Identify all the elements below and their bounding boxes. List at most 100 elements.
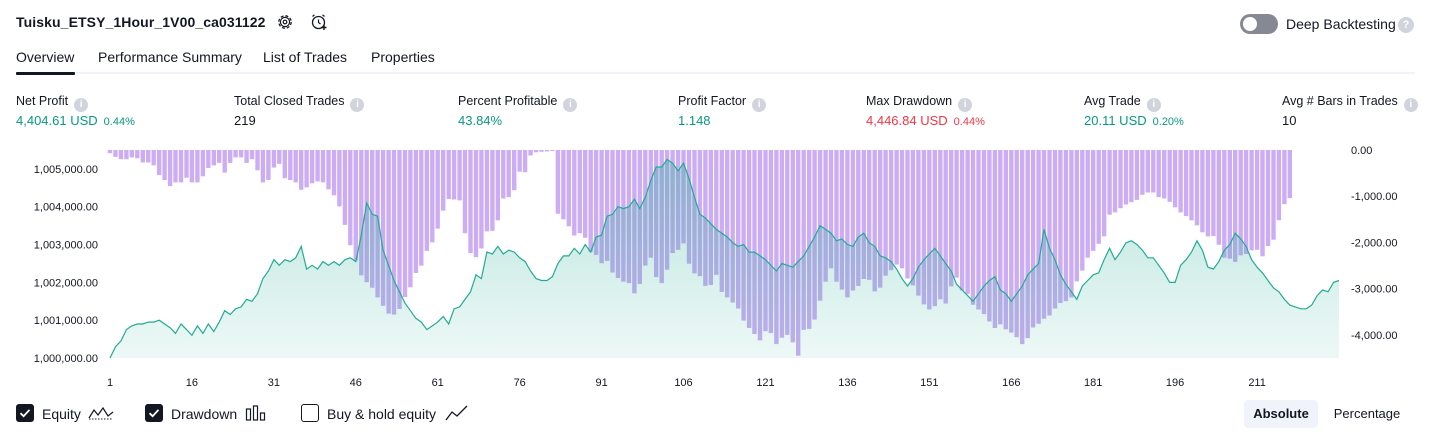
drawdown-bar xyxy=(752,150,757,334)
drawdown-bar xyxy=(1009,150,1014,333)
drawdown-bar xyxy=(211,150,216,166)
drawdown-bar xyxy=(151,150,156,166)
tab-properties[interactable]: Properties xyxy=(371,49,435,65)
drawdown-bar xyxy=(1227,150,1232,259)
drawdown-bar xyxy=(228,150,233,163)
drawdown-bar xyxy=(878,150,883,288)
drawdown-bar xyxy=(894,150,899,265)
buy-hold-checkbox[interactable] xyxy=(301,404,319,422)
metric-value-total-closed-trades: 219 xyxy=(234,113,256,128)
drawdown-bar xyxy=(572,150,577,236)
info-icon[interactable]: i xyxy=(958,98,973,112)
tab-list-of-trades[interactable]: List of Trades xyxy=(263,49,348,65)
x-axis-tick: 211 xyxy=(1248,377,1266,389)
drawdown-bar xyxy=(1145,150,1150,193)
drawdown-bar xyxy=(1260,150,1265,257)
info-icon[interactable]: i xyxy=(1403,98,1418,112)
drawdown-bar xyxy=(506,150,511,198)
drawdown-bars-icon xyxy=(245,404,267,427)
drawdown-bar xyxy=(446,150,451,199)
tab-performance-summary[interactable]: Performance Summary xyxy=(98,49,242,65)
drawdown-bar xyxy=(386,150,391,314)
info-icon[interactable]: i xyxy=(563,98,578,112)
drawdown-bar xyxy=(1003,150,1008,330)
tab-overview[interactable]: Overview xyxy=(16,49,75,65)
metric-percent: 0.44% xyxy=(953,116,985,128)
left-axis-tick: 1,004,000.00 xyxy=(34,202,98,214)
drawdown-bar xyxy=(167,150,173,187)
drawdown-bar xyxy=(118,150,124,160)
drawdown-bar xyxy=(233,150,238,158)
drawdown-bar xyxy=(954,150,959,278)
gear-icon-glyph xyxy=(278,15,292,29)
gear-icon[interactable] xyxy=(276,13,294,31)
drawdown-bar xyxy=(1074,150,1079,282)
help-icon[interactable]: ? xyxy=(1398,17,1414,33)
percentage-button[interactable]: Percentage xyxy=(1333,406,1401,421)
drawdown-bar xyxy=(998,150,1003,325)
drawdown-bar xyxy=(812,150,817,320)
drawdown-bar xyxy=(790,150,795,343)
deep-backtesting-toggle[interactable] xyxy=(1240,14,1278,34)
drawdown-bar xyxy=(413,150,419,273)
drawdown-bar xyxy=(1254,150,1260,250)
metric-value-percent-profitable: 43.84% xyxy=(458,113,503,128)
drawdown-bar xyxy=(801,150,806,330)
drawdown-bar xyxy=(604,150,610,261)
equity-area xyxy=(110,159,1339,358)
drawdown-bar xyxy=(1265,150,1271,247)
drawdown-bar xyxy=(796,150,801,356)
metric-label-text: Avg # Bars in Trades xyxy=(1282,94,1398,108)
drawdown-bar xyxy=(943,150,948,304)
info-icon[interactable]: i xyxy=(1146,98,1161,112)
drawdown-bar xyxy=(397,150,402,309)
metric-percent: 0.44% xyxy=(103,116,135,128)
drawdown-bar xyxy=(1091,150,1096,251)
drawdown-bar xyxy=(473,150,479,258)
drawdown-bar xyxy=(162,150,167,180)
toggle-knob xyxy=(1243,17,1257,31)
drawdown-bar xyxy=(517,150,522,172)
drawdown-legend-label: Drawdown xyxy=(171,406,238,422)
metric-value-profit-factor: 1.148 xyxy=(678,113,711,128)
absolute-button[interactable]: Absolute xyxy=(1244,400,1318,428)
active-tab-indicator xyxy=(16,72,75,75)
drawdown-bar xyxy=(823,150,828,282)
metric-label-avg-bars-in-trades: Avg # Bars in Trades i xyxy=(1282,94,1418,112)
equity-checkbox[interactable] xyxy=(16,404,34,422)
info-icon[interactable]: i xyxy=(752,98,767,112)
drawdown-bar xyxy=(348,150,353,246)
drawdown-bar xyxy=(1243,150,1249,254)
drawdown-bar xyxy=(932,150,937,307)
info-icon[interactable]: i xyxy=(350,98,365,112)
drawdown-bar xyxy=(550,150,555,151)
add-alert-icon[interactable] xyxy=(310,13,328,31)
drawdown-bar xyxy=(725,150,730,298)
add-alert-icon-glyph xyxy=(311,14,327,30)
drawdown-bar xyxy=(217,150,222,163)
info-icon[interactable]: i xyxy=(74,98,89,112)
drawdown-bar xyxy=(222,150,227,173)
drawdown-bar xyxy=(293,150,298,183)
drawdown-bar xyxy=(206,150,211,168)
metric-value-text: 4,446.84 USD xyxy=(866,113,948,128)
tab-bar-divider xyxy=(16,72,1415,74)
drawdown-bar xyxy=(910,150,916,286)
right-axis-tick: -4,000.00 xyxy=(1351,330,1397,342)
drawdown-bar xyxy=(528,150,533,156)
drawdown-bar xyxy=(763,150,768,332)
left-axis-tick: 1,005,000.00 xyxy=(34,164,98,176)
drawdown-bar xyxy=(872,150,877,292)
drawdown-bar xyxy=(1238,150,1243,256)
equity-drawdown-chart[interactable]: 1,000,000.00 1,001,000.00 1,002,000.00 1,00… xyxy=(0,140,1431,392)
drawdown-bar xyxy=(238,150,244,158)
drawdown-checkbox[interactable] xyxy=(145,404,163,422)
drawdown-bar xyxy=(419,150,424,266)
drawdown-bar xyxy=(424,150,429,251)
drawdown-bar xyxy=(1156,150,1161,198)
right-axis: 0.00 -1,000.00 -2,000.00 -3,000.00 -4,000.00 xyxy=(1351,145,1397,342)
drawdown-bar xyxy=(583,150,588,238)
metric-percent: 0.20% xyxy=(1152,116,1184,128)
drawdown-bar xyxy=(484,150,490,232)
drawdown-bar xyxy=(1200,150,1205,233)
